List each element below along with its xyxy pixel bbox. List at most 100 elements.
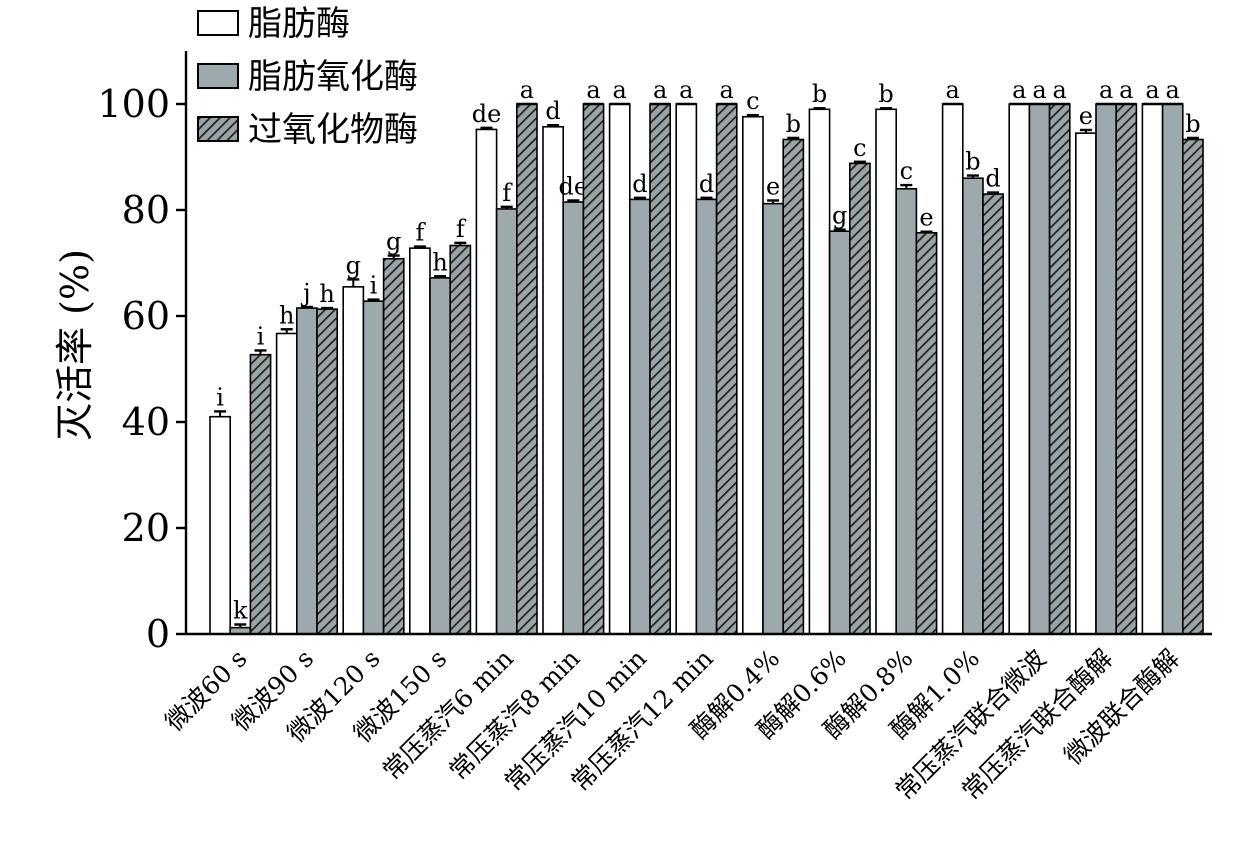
significance-letter: d	[632, 170, 647, 198]
bar-white-9	[808, 108, 831, 635]
significance-letter: a	[720, 76, 734, 104]
significance-letter: k	[233, 596, 248, 624]
bar-white-7	[675, 103, 698, 635]
bar-hatch-12	[1048, 103, 1071, 635]
bar-white-4	[475, 128, 498, 635]
bar-hatch-8	[782, 138, 805, 635]
significance-letter: g	[346, 251, 361, 279]
significance-letter: f	[502, 179, 513, 207]
bar-hatch-13	[1115, 103, 1138, 635]
y-tick-label: 20	[122, 506, 170, 550]
bar-gray-6	[628, 198, 651, 635]
significance-letter: b	[786, 110, 801, 138]
bar-white-12	[1008, 103, 1031, 635]
bar-white-2	[342, 286, 365, 635]
significance-letter: d	[545, 97, 560, 125]
significance-letter: d	[985, 165, 1000, 193]
x-tick-label: 微波联合酶解	[1058, 644, 1185, 771]
y-axis-label: 灭活率 (%)	[53, 249, 97, 441]
bar-gray-14	[1161, 103, 1184, 635]
bar-hatch-3	[449, 244, 472, 635]
significance-letter: a	[1145, 76, 1159, 104]
significance-letter: a	[946, 76, 960, 104]
significance-letter: c	[900, 157, 913, 185]
legend-label: 脂肪氧化酶	[248, 57, 418, 97]
significance-letter: d	[699, 170, 714, 198]
bar-hatch-10	[915, 231, 938, 635]
significance-letter: a	[1166, 76, 1180, 104]
significance-letter: h	[432, 248, 447, 276]
bar-gray-4	[495, 208, 518, 635]
significance-letter: g	[386, 228, 401, 256]
bar-hatch-7	[715, 103, 738, 635]
bar-hatch-5	[582, 103, 605, 635]
bar-hatch-0	[249, 353, 272, 635]
significance-letter: f	[415, 219, 426, 247]
significance-letter: h	[279, 301, 294, 329]
significance-letter: b	[965, 148, 980, 176]
bar-gray-1	[295, 307, 318, 635]
bar-gray-9	[828, 230, 851, 635]
significance-letter: a	[1053, 76, 1067, 104]
bar-gray-10	[895, 188, 918, 635]
significance-letter: a	[1032, 76, 1046, 104]
bar-gray-8	[762, 202, 785, 635]
significance-letter: b	[812, 80, 827, 108]
bar-hatch-1	[316, 308, 339, 635]
bar-gray-7	[695, 198, 718, 635]
bar-gray-11	[961, 177, 984, 635]
bar-white-3	[408, 247, 431, 635]
legend-swatch-gray	[197, 63, 239, 89]
bar-white-10	[875, 108, 898, 635]
bar-hatch-6	[649, 103, 672, 635]
bar-gray-2	[362, 300, 385, 635]
legend-label: 脂肪酶	[248, 4, 350, 44]
bar-white-14	[1141, 103, 1164, 635]
significance-letter: b	[878, 80, 893, 108]
bar-gray-13	[1095, 103, 1118, 635]
bar-white-8	[741, 115, 764, 635]
significance-letter: e	[766, 172, 780, 200]
significance-letter: g	[832, 202, 847, 230]
significance-letter: b	[1185, 110, 1200, 138]
significance-letter: de	[472, 100, 502, 128]
significance-letter: e	[919, 204, 933, 232]
significance-letter: a	[1119, 76, 1133, 104]
bar-hatch-9	[848, 162, 871, 635]
significance-letter: a	[520, 76, 534, 104]
bar-hatch-14	[1182, 138, 1204, 635]
significance-letter: a	[653, 76, 667, 104]
significance-letter: a	[679, 76, 693, 104]
y-tick-label: 60	[122, 294, 170, 338]
bar-hatch-11	[982, 193, 1005, 635]
bar-white-5	[542, 125, 565, 635]
legend-swatch-hatch	[197, 116, 239, 142]
significance-letter: c	[746, 87, 759, 115]
significance-letter: a	[1099, 76, 1113, 104]
bar-gray-5	[562, 201, 585, 635]
significance-letter: e	[1079, 102, 1093, 130]
significance-letter: i	[370, 272, 378, 300]
bar-hatch-2	[382, 257, 405, 635]
significance-letter: j	[300, 279, 310, 307]
y-tick-label: 40	[122, 400, 170, 444]
bar-gray-3	[429, 277, 452, 635]
y-tick-label: 80	[122, 188, 170, 232]
bar-white-0	[209, 415, 232, 635]
legend-swatch-white	[197, 10, 239, 36]
bar-hatch-4	[515, 103, 538, 635]
bar-white-11	[941, 103, 964, 635]
significance-letter: h	[319, 280, 334, 308]
bar-white-6	[608, 103, 631, 635]
bar-white-1	[275, 332, 298, 635]
significance-letter: c	[853, 134, 866, 162]
y-tick-label: 100	[97, 82, 170, 126]
significance-letter: a	[613, 76, 627, 104]
significance-letter: f	[456, 215, 467, 243]
significance-letter: a	[586, 76, 600, 104]
significance-letter: i	[257, 322, 265, 350]
legend-label: 过氧化物酶	[248, 110, 418, 150]
bar-white-13	[1075, 132, 1097, 635]
